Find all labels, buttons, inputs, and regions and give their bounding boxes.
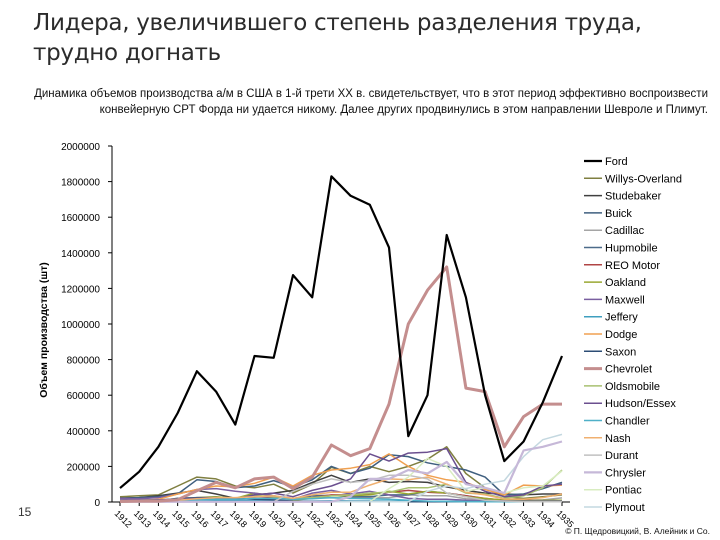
series-line-chevrolet bbox=[119, 265, 562, 503]
legend-item: Chrysler bbox=[584, 467, 646, 479]
slide-title: Лидера, увеличившего степень разделения … bbox=[33, 10, 642, 66]
x-tick-label: 1912 bbox=[113, 508, 134, 529]
legend-label: Durant bbox=[605, 450, 638, 462]
x-tick-label: 1917 bbox=[209, 508, 230, 529]
legend-item: Oldsmobile bbox=[584, 381, 660, 393]
legend-item: Maxwell bbox=[584, 294, 645, 306]
x-tick-label: 1915 bbox=[170, 508, 191, 529]
legend-label: Cadillac bbox=[605, 225, 645, 237]
legend-label: Buick bbox=[605, 208, 632, 220]
legend-label: Pontiac bbox=[605, 485, 642, 497]
legend-item: Nash bbox=[584, 433, 631, 445]
x-tick-label: 1925 bbox=[362, 508, 383, 529]
legend-label: Chevrolet bbox=[605, 364, 652, 376]
x-tick-label: 1930 bbox=[458, 508, 479, 529]
legend-label: Hudson/Essex bbox=[605, 398, 676, 410]
x-tick-label: 1921 bbox=[286, 508, 307, 529]
legend-item: Cadillac bbox=[584, 225, 645, 237]
legend-label: Plymout bbox=[605, 502, 645, 514]
y-tick-label: 400000 bbox=[67, 427, 101, 438]
series-line-buick bbox=[119, 454, 563, 500]
legend-item: Dodge bbox=[584, 329, 637, 341]
legend-label: Chandler bbox=[605, 416, 650, 428]
x-tick-label: 1934 bbox=[535, 508, 556, 529]
legend-label: Chrysler bbox=[605, 467, 646, 479]
series-line-chandler bbox=[119, 496, 562, 503]
legend-label: Saxon bbox=[605, 346, 636, 358]
x-tick-label: 1913 bbox=[132, 508, 153, 529]
series-line-ford bbox=[119, 175, 564, 489]
x-tick-label: 1922 bbox=[305, 508, 326, 529]
y-tick-label: 800000 bbox=[67, 356, 101, 367]
slide-number: 15 bbox=[18, 505, 32, 519]
x-tick-label: 1927 bbox=[401, 508, 422, 529]
y-tick-label: 0 bbox=[94, 498, 100, 509]
series-line-dodge bbox=[119, 453, 563, 502]
legend-label: Oldsmobile bbox=[605, 381, 660, 393]
x-tick-label: 1929 bbox=[439, 508, 460, 529]
x-tick-label: 1928 bbox=[420, 508, 441, 529]
legend-item: Durant bbox=[584, 450, 638, 462]
chart-subtitle: Динамика объемов производства а/м в США … bbox=[34, 88, 708, 116]
y-tick-label: 600000 bbox=[67, 391, 101, 402]
y-tick-label: 1000000 bbox=[61, 320, 100, 331]
legend-label: Ford bbox=[605, 156, 628, 168]
legend-item: Buick bbox=[584, 208, 632, 220]
legend-item: Hudson/Essex bbox=[584, 398, 676, 410]
y-axis-label: Объем производства (шт) bbox=[38, 262, 50, 397]
legend-label: Studebaker bbox=[605, 191, 662, 203]
y-tick-label: 1400000 bbox=[61, 249, 100, 260]
x-tick-label: 1932 bbox=[497, 508, 518, 529]
copyright-note: © П. Щедровицкий, В. Алейник и Со. bbox=[565, 526, 710, 536]
x-tick-label: 1924 bbox=[343, 508, 364, 529]
y-tick-label: 1200000 bbox=[61, 284, 100, 295]
x-tick-label: 1919 bbox=[247, 508, 268, 529]
series-line-chrysler bbox=[120, 440, 563, 503]
legend-label: Nash bbox=[605, 433, 631, 445]
legend-item: Chandler bbox=[584, 416, 650, 428]
x-tick-label: 1920 bbox=[266, 508, 287, 529]
y-tick-label: 2000000 bbox=[61, 142, 100, 153]
legend-label: REO Motor bbox=[605, 260, 660, 272]
legend-item: Studebaker bbox=[584, 191, 662, 203]
y-tick-label: 1800000 bbox=[61, 178, 100, 189]
legend-item: Plymout bbox=[584, 502, 645, 514]
x-tick-label: 1918 bbox=[228, 508, 249, 529]
x-tick-label: 1916 bbox=[189, 508, 210, 529]
x-tick-label: 1933 bbox=[516, 508, 537, 529]
legend-item: Saxon bbox=[584, 346, 636, 358]
legend-item: REO Motor bbox=[584, 260, 660, 272]
legend-item: Willys-Overland bbox=[584, 173, 682, 185]
y-tick-label: 1600000 bbox=[61, 213, 100, 224]
legend-label: Hupmobile bbox=[605, 243, 658, 255]
legend-label: Dodge bbox=[605, 329, 637, 341]
legend-label: Willys-Overland bbox=[605, 173, 682, 185]
y-tick-label: 200000 bbox=[67, 462, 101, 473]
legend-item: Pontiac bbox=[584, 485, 642, 497]
x-tick-label: 1914 bbox=[151, 508, 172, 529]
legend-item: Hupmobile bbox=[584, 243, 658, 255]
x-tick-label: 1923 bbox=[324, 508, 345, 529]
legend-item: Jeffery bbox=[584, 312, 638, 324]
legend-label: Jeffery bbox=[605, 312, 638, 324]
legend-label: Maxwell bbox=[605, 294, 645, 306]
series-line-nash bbox=[119, 476, 563, 503]
legend-item: Oakland bbox=[584, 277, 646, 289]
x-tick-label: 1926 bbox=[382, 508, 403, 529]
legend-item: Chevrolet bbox=[584, 364, 652, 376]
legend-item: Ford bbox=[584, 156, 628, 168]
legend-label: Oakland bbox=[605, 277, 646, 289]
x-tick-label: 1931 bbox=[478, 508, 499, 529]
